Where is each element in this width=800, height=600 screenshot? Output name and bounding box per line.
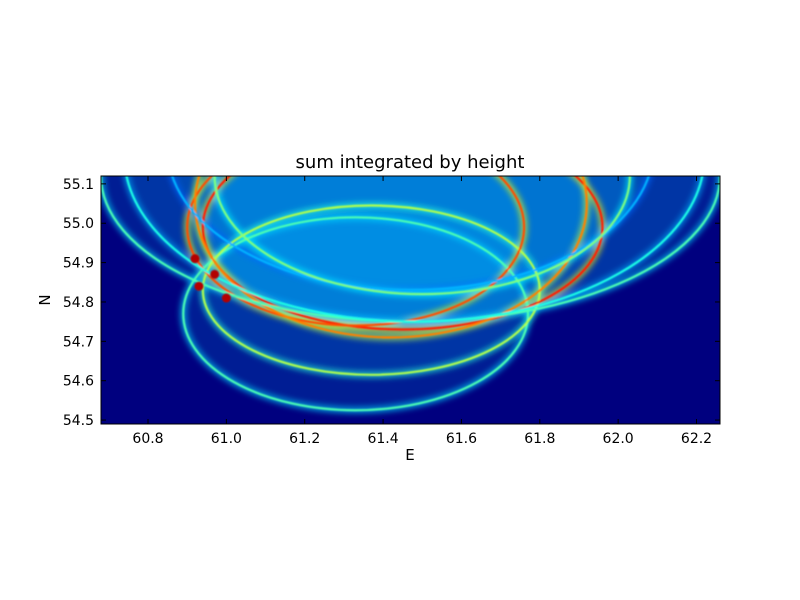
y-axis-label: N (36, 294, 54, 305)
x-tick-label: 61.2 (289, 431, 320, 447)
y-tick-label: 54.6 (63, 374, 94, 390)
x-tick-label: 62.0 (603, 431, 634, 447)
x-axis-label: E (405, 446, 414, 464)
x-tick-label: 61.8 (524, 431, 555, 447)
x-tick-label: 60.8 (132, 431, 163, 447)
ring-3 (186, 176, 526, 327)
heatmap-rings (101, 176, 720, 412)
plot-area (100, 175, 721, 425)
x-tick-label: 61.0 (211, 431, 242, 447)
heatmap-layer (101, 176, 720, 414)
y-tick-label: 55.0 (63, 216, 94, 232)
y-tick-label: 54.9 (63, 256, 94, 272)
x-tick-label: 61.6 (446, 431, 477, 447)
ring-0 (182, 216, 530, 412)
hotspot-0 (194, 281, 204, 291)
ring-fill-8 (214, 176, 630, 295)
ring-8 (213, 176, 631, 296)
ring-7 (171, 176, 650, 292)
y-tick-label: 54.5 (63, 413, 94, 429)
plot-frame (100, 175, 721, 425)
hotspot-2 (210, 269, 220, 279)
y-tick-label: 54.8 (63, 295, 94, 311)
hotspot-1 (190, 254, 200, 264)
hotspot-3 (221, 293, 231, 303)
x-tick-label: 62.2 (681, 431, 712, 447)
ring-4 (193, 176, 588, 339)
chart-title: sum integrated by height (296, 152, 525, 173)
x-axis: 60.8 61.0 61.2 61.4 61.6 61.8 62.0 62.2 (132, 176, 712, 447)
ring-6 (125, 176, 704, 323)
ring-2 (201, 176, 604, 331)
x-tick-label: 61.4 (367, 431, 398, 447)
y-tick-label: 54.7 (63, 334, 94, 350)
y-tick-label: 55.1 (63, 177, 94, 193)
y-axis: 54.5 54.6 54.7 54.8 54.9 55.0 55.1 (63, 177, 720, 429)
